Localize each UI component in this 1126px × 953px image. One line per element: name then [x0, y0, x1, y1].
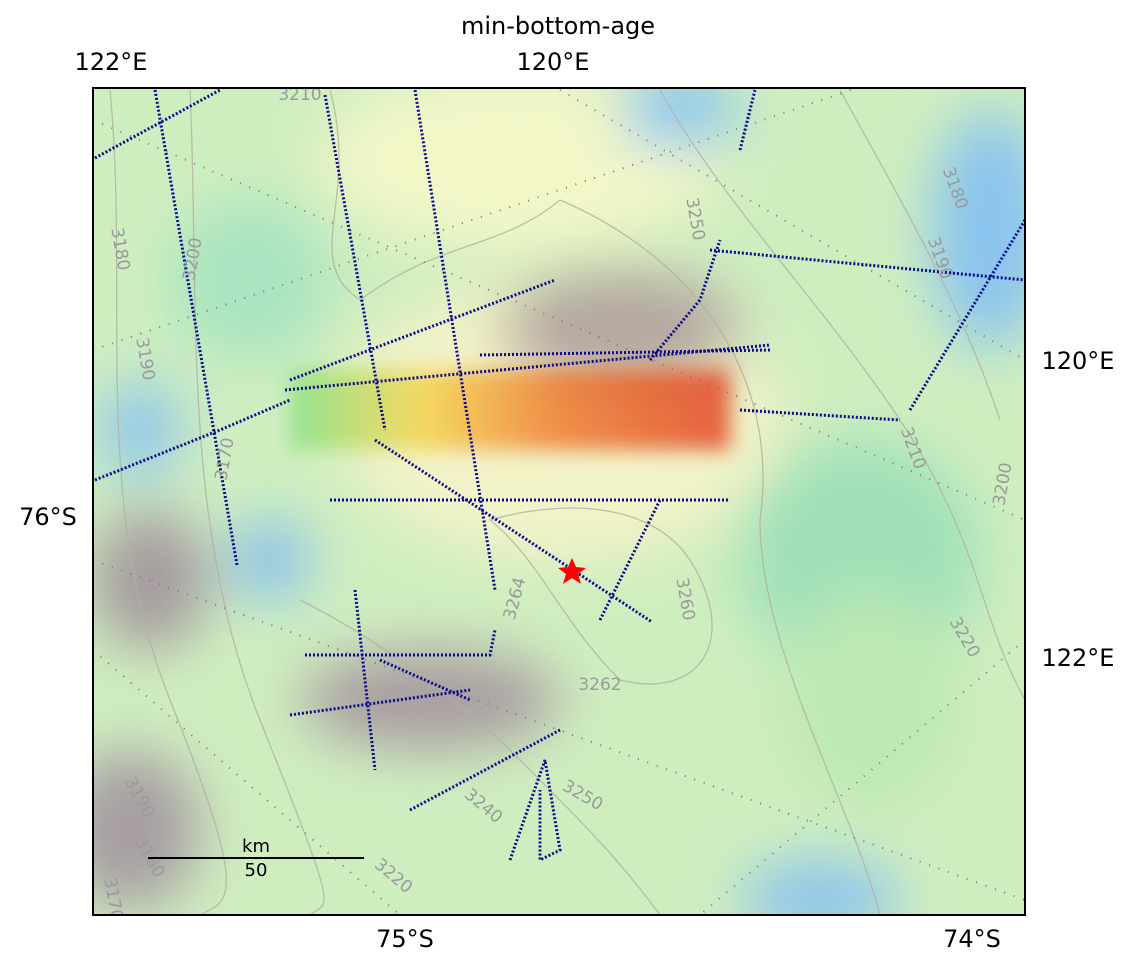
graticule-label: 122°E	[1042, 644, 1115, 672]
graticule-label: 75°S	[376, 925, 434, 953]
scale-length: 50	[245, 860, 268, 881]
graticule-label: 76°S	[19, 503, 77, 531]
contour-label: 3262	[578, 675, 621, 695]
graticule-label: 120°E	[517, 48, 590, 76]
graticule-label: 120°E	[1042, 347, 1115, 375]
scale-unit: km	[242, 836, 270, 857]
map: min-bottom-age	[0, 0, 1126, 953]
graticule-label: 74°S	[943, 925, 1001, 953]
graticule-label: 122°E	[75, 48, 148, 76]
map-title: min-bottom-age	[461, 12, 655, 40]
